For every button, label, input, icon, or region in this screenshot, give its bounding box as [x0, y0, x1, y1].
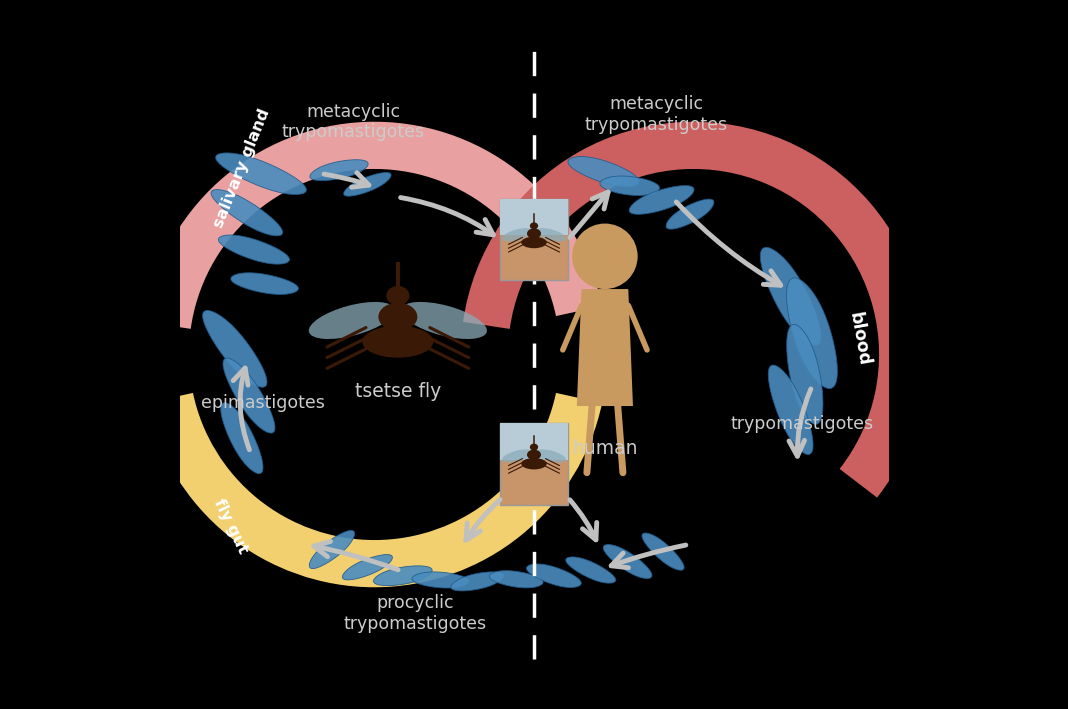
Polygon shape — [219, 235, 289, 264]
Ellipse shape — [521, 237, 547, 248]
FancyBboxPatch shape — [500, 199, 568, 280]
Polygon shape — [489, 571, 544, 588]
Polygon shape — [310, 160, 368, 181]
Polygon shape — [451, 572, 504, 591]
Polygon shape — [203, 311, 267, 387]
Polygon shape — [666, 199, 713, 229]
Ellipse shape — [535, 228, 566, 242]
Ellipse shape — [530, 444, 538, 451]
Polygon shape — [786, 278, 837, 389]
FancyBboxPatch shape — [500, 423, 568, 460]
Text: human: human — [572, 439, 638, 457]
Ellipse shape — [362, 326, 434, 357]
Ellipse shape — [527, 228, 541, 239]
Polygon shape — [343, 554, 392, 580]
Polygon shape — [600, 176, 660, 196]
Polygon shape — [642, 533, 685, 570]
Polygon shape — [527, 564, 581, 588]
Polygon shape — [568, 157, 639, 186]
Polygon shape — [412, 572, 469, 588]
Polygon shape — [223, 358, 274, 433]
Polygon shape — [211, 189, 283, 236]
Text: trypomastigotes: trypomastigotes — [731, 415, 874, 433]
Ellipse shape — [535, 450, 566, 463]
Ellipse shape — [530, 223, 538, 230]
Ellipse shape — [502, 450, 533, 463]
Ellipse shape — [378, 303, 418, 331]
Polygon shape — [566, 557, 615, 584]
Polygon shape — [221, 403, 263, 474]
Text: tsetse fly: tsetse fly — [355, 382, 441, 401]
Polygon shape — [344, 172, 391, 196]
Polygon shape — [603, 545, 651, 579]
FancyBboxPatch shape — [500, 199, 568, 235]
Circle shape — [572, 223, 638, 289]
Ellipse shape — [309, 302, 395, 339]
Text: salivary gland: salivary gland — [211, 107, 272, 230]
Polygon shape — [629, 186, 694, 214]
Text: blood: blood — [845, 311, 873, 367]
Text: metacyclic
trypomastigotes: metacyclic trypomastigotes — [584, 96, 727, 134]
Text: epimastigotes: epimastigotes — [201, 393, 325, 412]
Polygon shape — [577, 289, 633, 406]
Polygon shape — [310, 530, 355, 569]
Polygon shape — [787, 325, 823, 424]
FancyBboxPatch shape — [500, 423, 568, 505]
Text: procyclic
trypomastigotes: procyclic trypomastigotes — [343, 594, 486, 632]
Ellipse shape — [521, 458, 547, 469]
Ellipse shape — [502, 228, 533, 242]
Text: metacyclic
trypomastigotes: metacyclic trypomastigotes — [282, 103, 425, 141]
Ellipse shape — [387, 286, 409, 306]
Polygon shape — [768, 365, 813, 454]
Polygon shape — [760, 247, 821, 345]
Ellipse shape — [400, 302, 487, 339]
Ellipse shape — [527, 450, 541, 460]
Polygon shape — [374, 566, 433, 586]
Text: fly gut: fly gut — [210, 496, 250, 556]
Polygon shape — [231, 273, 298, 294]
Polygon shape — [216, 153, 307, 194]
